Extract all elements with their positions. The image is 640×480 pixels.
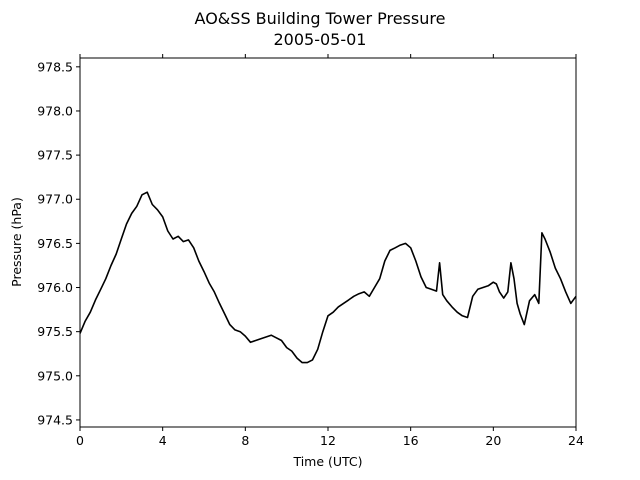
x-tick-label: 24 (568, 433, 584, 448)
chart-subtitle: 2005-05-01 (274, 30, 367, 49)
y-tick-label: 977.5 (37, 148, 73, 163)
y-tick-label: 977.0 (37, 192, 73, 207)
y-tick-label: 975.5 (37, 324, 73, 339)
y-tick-label: 974.5 (37, 412, 73, 427)
y-axis-label: Pressure (hPa) (9, 197, 24, 287)
axis-ticks (76, 54, 577, 431)
y-tick-label: 978.5 (37, 59, 73, 74)
series-line (79, 191, 577, 364)
plot-frame (79, 57, 577, 428)
x-tick-label: 12 (320, 433, 336, 448)
axis-tick-labels: 0 4 8 12 16 20 24 974.5 975.0 975.5 976.0 976.5 977.… (37, 59, 584, 448)
chart-title: AO&SS Building Tower Pressure (195, 9, 446, 28)
x-tick-label: 4 (159, 433, 167, 448)
x-tick-label: 8 (241, 433, 249, 448)
x-tick-label: 20 (485, 433, 501, 448)
x-axis-label: Time (UTC) (292, 454, 362, 469)
y-tick-label: 976.0 (37, 280, 73, 295)
y-tick-label: 976.5 (37, 236, 73, 251)
x-tick-label: 0 (76, 433, 84, 448)
y-tick-label: 978.0 (37, 103, 73, 118)
y-tick-label: 975.0 (37, 368, 73, 383)
x-tick-label: 16 (403, 433, 419, 448)
